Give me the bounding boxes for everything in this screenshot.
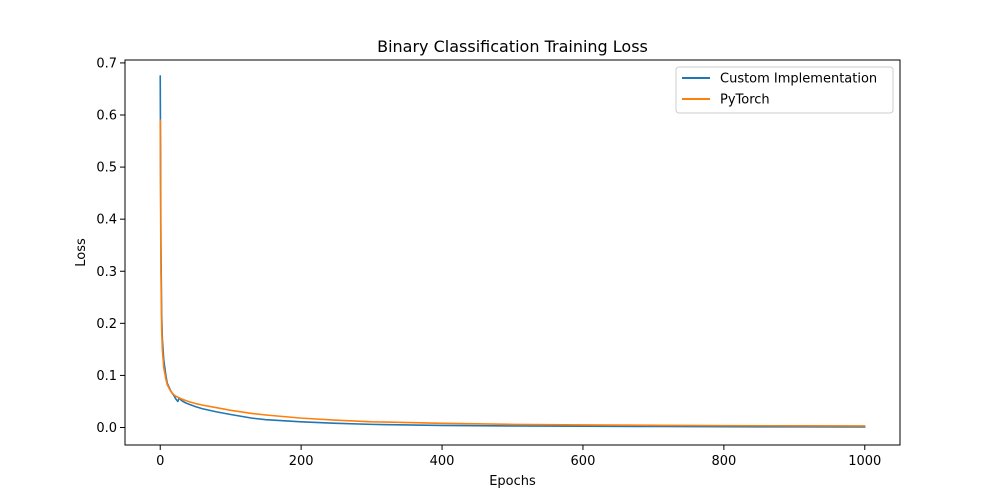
y-tick-label: 0.7 (96, 56, 117, 71)
x-tick-label: 600 (571, 454, 596, 469)
x-axis-label: Epochs (489, 474, 536, 489)
x-tick-label: 1000 (848, 454, 881, 469)
legend-label-pytorch: PyTorch (720, 93, 770, 108)
y-tick-label: 0.0 (96, 421, 117, 436)
y-tick-label: 0.1 (96, 369, 117, 384)
x-tick-label: 0 (156, 454, 164, 469)
legend-label-custom-implementation: Custom Implementation (720, 72, 877, 87)
legend-box (675, 66, 894, 114)
x-tick-label: 200 (289, 454, 314, 469)
plot-area (125, 60, 900, 445)
y-axis-ticks: 0.0 0.1 0.2 0.3 0.4 0.5 0.6 0.7 (96, 56, 125, 436)
legend: Custom Implementation PyTorch (675, 66, 894, 114)
y-axis-label: Loss (74, 238, 89, 267)
y-tick-label: 0.2 (96, 317, 117, 332)
y-tick-label: 0.3 (96, 265, 117, 280)
x-tick-label: 800 (711, 454, 736, 469)
series-layer (159, 75, 866, 428)
y-tick-label: 0.5 (96, 161, 117, 176)
series-line-pytorch (159, 119, 866, 427)
x-axis-ticks: 0 200 400 600 800 1000 (156, 445, 881, 469)
y-tick-label: 0.4 (96, 213, 117, 228)
x-tick-label: 400 (430, 454, 455, 469)
plot-frame (124, 59, 901, 446)
chart-title: Binary Classification Training Loss (377, 37, 648, 56)
y-tick-label: 0.6 (96, 109, 117, 124)
